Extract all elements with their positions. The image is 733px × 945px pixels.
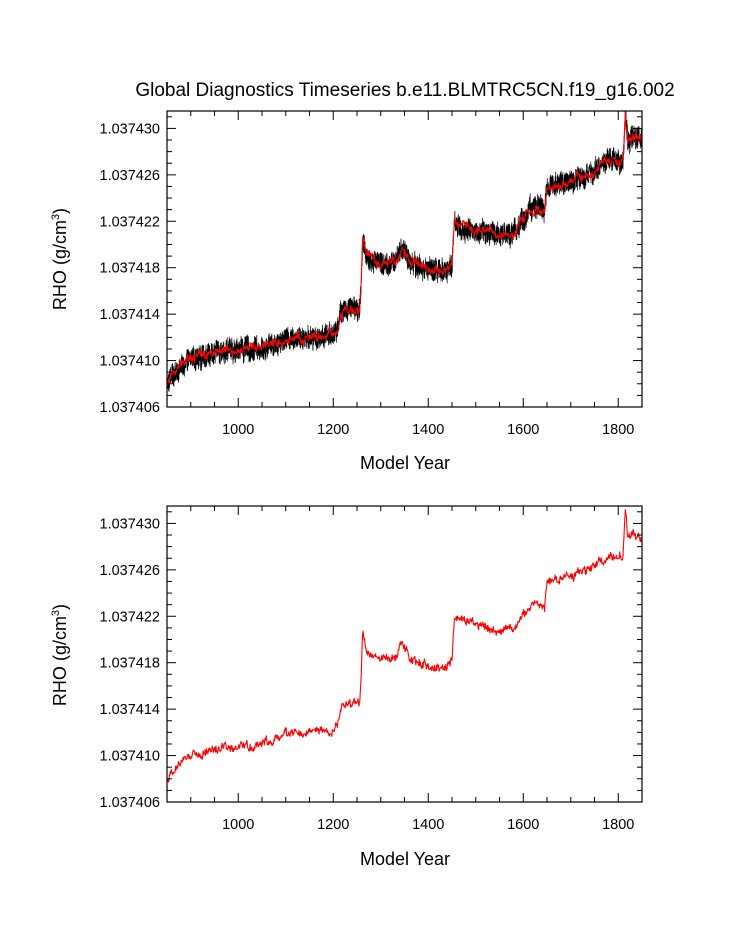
panel-bottom-ylabel: RHO (g/cm3) — [50, 604, 70, 706]
x-tick-label: 1800 — [602, 817, 634, 833]
y-tick-label: 1.037406 — [100, 400, 160, 416]
y-tick-label: 1.037414 — [100, 307, 160, 323]
panel-top-ylabel-unit: (g/cm — [50, 220, 70, 265]
panel-top-ylabel-close: ) — [50, 208, 70, 214]
y-tick-label: 1.037430 — [100, 121, 160, 137]
panel-top: 1000 1200 1400 1600 1800 1.037410 1.037414 1.03… — [50, 110, 643, 473]
y-tick-label: 1.037426 — [100, 563, 160, 579]
x-tick-label: 1600 — [507, 422, 539, 438]
panel-bottom-ylabel-power: 3 — [50, 610, 62, 616]
series-annual-mean — [166, 509, 643, 783]
panel-bottom-ticks: 1000 1200 1400 1600 1800 1.037410 1.037414 1.03… — [100, 506, 643, 833]
y-tick-label: 1.037418 — [100, 656, 160, 672]
y-tick-label: 1.037410 — [100, 749, 160, 765]
panel-top-ylabel-main: RHO — [50, 270, 70, 310]
panel-bottom-ylabel-main: RHO — [50, 666, 70, 706]
panel-bottom-ylabel-unit: (g/cm — [50, 616, 70, 661]
panel-top-ticks: 1000 1200 1400 1600 1800 1.037410 1.037414 1.03… — [100, 111, 643, 438]
series-annual-mean — [166, 112, 643, 386]
panel-bottom-marks — [166, 509, 643, 783]
panel-bottom-xlabel: Model Year — [360, 849, 450, 869]
x-tick-label: 1000 — [222, 422, 254, 438]
y-tick-label: 1.037410 — [100, 354, 160, 370]
x-tick-label: 1000 — [222, 817, 254, 833]
x-tick-label: 1800 — [602, 422, 634, 438]
y-tick-label: 1.037414 — [100, 702, 160, 718]
panel-bottom-frame — [166, 505, 643, 803]
y-tick-label: 1.037406 — [100, 795, 160, 811]
y-tick-label: 1.037418 — [100, 261, 160, 277]
panel-top-ylabel: RHO (g/cm3) — [50, 208, 70, 310]
panel-bottom-ylabel-close: ) — [50, 604, 70, 610]
panel-bottom: 1000 1200 1400 1600 1800 1.037410 1.037414 1.03… — [50, 505, 643, 869]
panel-top-marks — [166, 110, 643, 392]
figure-title: Global Diagnostics Timeseries b.e11.BLMT… — [135, 80, 674, 101]
y-tick-label: 1.037422 — [100, 214, 160, 230]
x-tick-label: 1400 — [412, 422, 444, 438]
x-tick-label: 1200 — [317, 817, 349, 833]
y-tick-label: 1.037426 — [100, 168, 160, 184]
y-tick-label: 1.037422 — [100, 609, 160, 625]
x-tick-label: 1400 — [412, 817, 444, 833]
panel-top-xlabel: Model Year — [360, 453, 450, 473]
panel-top-ylabel-power: 3 — [50, 214, 62, 220]
y-tick-label: 1.037430 — [100, 516, 160, 532]
panel-top-frame — [166, 110, 643, 408]
x-tick-label: 1200 — [317, 422, 349, 438]
x-tick-label: 1600 — [507, 817, 539, 833]
